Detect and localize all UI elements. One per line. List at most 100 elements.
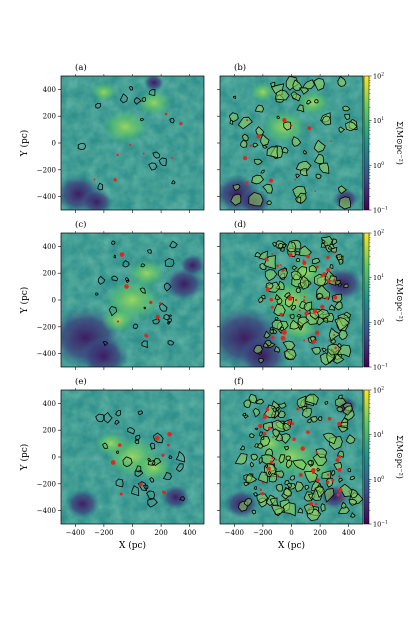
dense-core <box>333 251 336 254</box>
x-tick-label: −400 <box>225 529 244 537</box>
contour-clump <box>331 238 338 246</box>
contour-clump <box>122 260 130 268</box>
dense-core <box>302 299 306 302</box>
contour-clump <box>311 258 321 265</box>
dense-core <box>119 492 123 496</box>
contour-clump <box>283 348 297 360</box>
dense-core <box>124 284 129 289</box>
contour-clump <box>308 264 317 273</box>
dense-core <box>314 330 320 335</box>
contour-clump <box>338 329 348 341</box>
dense-core <box>306 254 311 259</box>
contour-clump <box>332 352 345 364</box>
x-tick-label: 200 <box>313 529 326 537</box>
contour-clump <box>119 93 128 104</box>
y-tick-label: 400 <box>43 86 56 94</box>
contour-clump <box>343 410 355 421</box>
contour-clump <box>252 142 259 148</box>
contour-clump <box>335 253 343 261</box>
dense-core <box>264 257 269 261</box>
contour-clump <box>262 342 269 349</box>
dense-core <box>330 140 333 143</box>
contour-clump <box>344 113 351 121</box>
dense-core <box>325 296 329 300</box>
x-tick-label: 400 <box>183 529 196 537</box>
contour-clump <box>248 191 264 207</box>
contour-clump <box>253 486 257 490</box>
contour-clump <box>276 115 280 119</box>
contour-clump <box>295 196 302 204</box>
contour-clump <box>128 85 134 91</box>
contour-clump <box>245 472 258 484</box>
dense-core <box>336 493 340 497</box>
contour-clump <box>97 182 103 191</box>
contour-clump <box>273 345 281 353</box>
contour-clump <box>321 115 332 126</box>
colorbar-tick-label: 101 <box>373 430 384 439</box>
x-tick-label: 400 <box>342 529 355 537</box>
dense-core <box>261 481 265 484</box>
panel-label: (c) <box>75 219 86 230</box>
dense-core <box>246 119 249 122</box>
contour-clump <box>179 496 186 502</box>
contour-clump <box>337 76 347 87</box>
contour-clump <box>320 235 333 247</box>
panel-c: (c) 400 200 0 −200 −400 <box>37 219 205 370</box>
contour-clump <box>304 484 310 491</box>
panels-layer: (a)4002000−200−400(b)(c)4002000−200−400(… <box>37 62 364 537</box>
contour-clump <box>320 503 326 512</box>
contour-clump <box>337 506 350 515</box>
colorbar-tick-label: 102 <box>373 386 384 395</box>
contour-clump <box>275 483 284 492</box>
dense-core <box>279 312 283 317</box>
y-axis-label-row-2: Y (pc) <box>19 287 30 315</box>
y-tick-label: 400 <box>43 400 56 408</box>
contour-clump <box>330 246 338 253</box>
dense-core <box>145 334 149 338</box>
contour-clump <box>175 463 184 473</box>
dense-core <box>280 335 286 341</box>
dense-core <box>149 300 153 305</box>
contour-clump <box>146 249 152 254</box>
contour-clump <box>330 470 336 477</box>
dense-core <box>271 252 274 255</box>
contour-clump <box>242 412 247 417</box>
contour-clump <box>168 455 173 460</box>
contour-clump <box>300 168 308 177</box>
contour-clump <box>158 302 168 312</box>
contour-clump <box>317 416 323 422</box>
contour-clump <box>249 433 255 438</box>
contour-clump <box>95 102 102 109</box>
colorbar-tick-label: 10−1 <box>373 520 388 529</box>
dense-core <box>256 134 261 139</box>
contour-clump <box>113 254 117 259</box>
contour-clump <box>230 193 242 206</box>
contour-clump <box>95 413 105 423</box>
density-map <box>220 76 363 210</box>
panel-label: (b) <box>234 62 246 73</box>
contour-clump <box>283 487 292 497</box>
x-tick-label: 0 <box>289 529 293 537</box>
contour-clump <box>313 99 319 104</box>
contour-clump <box>249 461 254 468</box>
contour-clump <box>347 467 352 473</box>
contour-clump <box>294 481 304 493</box>
contour-clump <box>148 89 156 96</box>
panel-label: (d) <box>234 219 246 230</box>
dense-core <box>311 468 316 473</box>
contour-clump <box>313 153 325 165</box>
contour-clump <box>259 431 263 437</box>
dense-core <box>267 426 272 430</box>
contour-clump <box>300 275 310 290</box>
colorbar-label: Σ(M⊙pc⁻²) <box>395 121 404 165</box>
contour-clump <box>114 419 120 425</box>
contour-clump <box>342 405 353 416</box>
dense-core <box>288 253 293 257</box>
contour-clump <box>143 306 147 310</box>
contour-clump <box>134 97 142 105</box>
dense-core <box>294 178 296 181</box>
dense-core <box>327 473 330 476</box>
colorbar-gradient <box>363 389 370 525</box>
dense-core <box>328 416 331 419</box>
contour-clump <box>318 162 330 174</box>
